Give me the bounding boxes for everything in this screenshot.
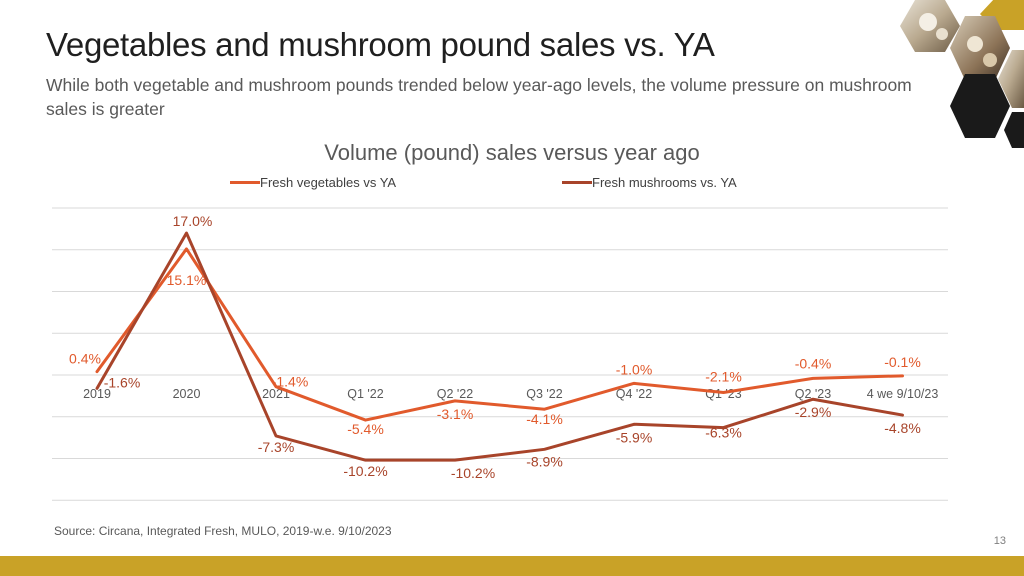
data-label-vegetables: -1.4% bbox=[272, 374, 309, 390]
data-label-mushrooms: 17.0% bbox=[173, 213, 213, 229]
mushroom-photo-hexagon-icon bbox=[998, 50, 1024, 108]
page-subtitle: While both vegetable and mushroom pounds… bbox=[46, 75, 912, 119]
legend-item-mushrooms: Fresh mushrooms vs. YA bbox=[562, 175, 737, 190]
legend-label-vegetables: Fresh vegetables vs YA bbox=[260, 175, 397, 190]
x-tick-label: Q1 '22 bbox=[347, 387, 383, 401]
source-note: Source: Circana, Integrated Fresh, MULO,… bbox=[54, 524, 392, 538]
black-hexagon-icon bbox=[950, 74, 1010, 138]
legend-label-mushrooms: Fresh mushrooms vs. YA bbox=[592, 175, 737, 190]
x-tick-label: Q2 '23 bbox=[795, 387, 831, 401]
data-label-mushrooms: -5.9% bbox=[616, 429, 653, 445]
series-line-mushrooms bbox=[95, 231, 904, 462]
x-tick-label: Q4 '22 bbox=[616, 387, 652, 401]
x-tick-label: 2019 bbox=[83, 387, 111, 401]
mushroom-cap-icon bbox=[983, 53, 997, 67]
data-label-mushrooms: -10.2% bbox=[451, 465, 495, 481]
x-tick-label: Q3 '22 bbox=[526, 387, 562, 401]
data-label-vegetables: -3.1% bbox=[437, 406, 474, 422]
hexagon-decoration bbox=[900, 0, 1024, 148]
legend-swatch-mushrooms bbox=[562, 181, 592, 184]
mushroom-cap-icon bbox=[919, 13, 937, 31]
mushroom-cap-icon bbox=[967, 36, 983, 52]
page-number: 13 bbox=[993, 535, 1006, 547]
data-label-mushrooms: -4.8% bbox=[884, 420, 921, 436]
data-label-vegetables: -4.1% bbox=[526, 411, 563, 427]
legend-item-vegetables: Fresh vegetables vs YA bbox=[230, 175, 396, 190]
data-label-mushrooms: -2.9% bbox=[795, 404, 832, 420]
data-label-vegetables: 15.1% bbox=[167, 272, 207, 288]
black-hexagon-icon bbox=[1004, 112, 1024, 148]
data-label-mushrooms: -6.3% bbox=[705, 425, 742, 441]
data-label-vegetables: -2.1% bbox=[705, 369, 742, 385]
mushroom-cap-icon bbox=[936, 28, 948, 40]
data-label-vegetables: -5.4% bbox=[347, 421, 384, 437]
x-tick-label: 4 we 9/10/23 bbox=[867, 387, 939, 401]
page-title: Vegetables and mushroom pound sales vs. … bbox=[46, 26, 715, 63]
data-label-mushrooms: -1.6% bbox=[104, 374, 141, 390]
data-label-vegetables: -1.0% bbox=[616, 361, 653, 377]
data-label-vegetables: -0.1% bbox=[884, 354, 921, 370]
data-label-mushrooms: -10.2% bbox=[343, 463, 387, 479]
series-line-vegetables bbox=[95, 247, 904, 422]
x-tick-label: 2020 bbox=[173, 387, 201, 401]
chart-title: Volume (pound) sales versus year ago bbox=[324, 140, 700, 165]
data-label-mushrooms: -8.9% bbox=[526, 453, 563, 469]
bottom-accent-bar bbox=[0, 556, 1024, 576]
data-label-vegetables: -0.4% bbox=[795, 355, 832, 371]
data-label-vegetables: 0.4% bbox=[69, 351, 101, 367]
data-label-mushrooms: -7.3% bbox=[258, 439, 295, 455]
legend-swatch-vegetables bbox=[230, 181, 260, 184]
x-tick-label: Q2 '22 bbox=[437, 387, 473, 401]
